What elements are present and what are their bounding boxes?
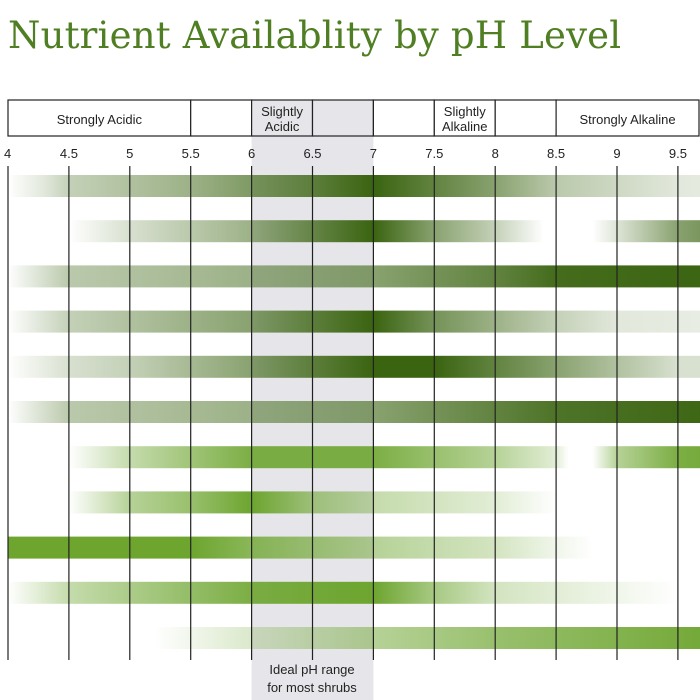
ph-range-label: Strongly Alkaline: [579, 112, 675, 127]
x-tick-label: 5.5: [182, 146, 200, 161]
nutrient-availability-bar: [8, 491, 700, 514]
x-tick-label: 4.5: [60, 146, 78, 161]
nutrient-availability-bar: [8, 310, 700, 333]
x-tick-label: 9.5: [669, 146, 687, 161]
ph-range-cell: [190, 99, 253, 137]
x-tick-label: 4: [4, 146, 11, 161]
nutrient-availability-bar: [8, 175, 700, 197]
x-tick-label: 5: [126, 146, 133, 161]
x-tick-label: 6: [248, 146, 255, 161]
ph-range-cell: [494, 99, 557, 137]
nutrient-availability-bar: [8, 581, 700, 604]
ph-range-label: Alkaline: [442, 119, 488, 134]
ph-range-label: Slightly: [444, 104, 486, 119]
ideal-range-label-line2: for most shrubs: [267, 680, 357, 695]
nutrient-availability-bar: [8, 355, 700, 378]
x-tick-label: 9: [613, 146, 620, 161]
nutrient-availability-bar: [8, 446, 700, 469]
ideal-range-label-line1: Ideal pH range: [269, 662, 354, 677]
nutrient-availability-bar: [8, 220, 700, 243]
chart-title: Nutrient Availablity by pH Level: [8, 14, 622, 57]
x-tick-label: 8: [492, 146, 499, 161]
ph-range-cell: [251, 99, 314, 137]
ph-range-cell: [555, 99, 700, 137]
x-tick-label: 7.5: [425, 146, 443, 161]
ph-range-cell: [311, 99, 375, 137]
ph-range-label: Slightly: [261, 104, 303, 119]
x-tick-label: 6.5: [303, 146, 321, 161]
x-tick-label: 8.5: [547, 146, 565, 161]
ph-range-cell: [372, 99, 435, 137]
ph-range-label: Strongly Acidic: [57, 112, 143, 127]
ph-range-label: Acidic: [265, 119, 300, 134]
x-tick-label: 7: [370, 146, 377, 161]
nutrient-availability-bar: [8, 401, 700, 423]
nutrient-availability-bar: [8, 265, 700, 288]
nutrient-availability-bar: [8, 627, 700, 649]
nutrient-availability-bar: [8, 536, 700, 559]
